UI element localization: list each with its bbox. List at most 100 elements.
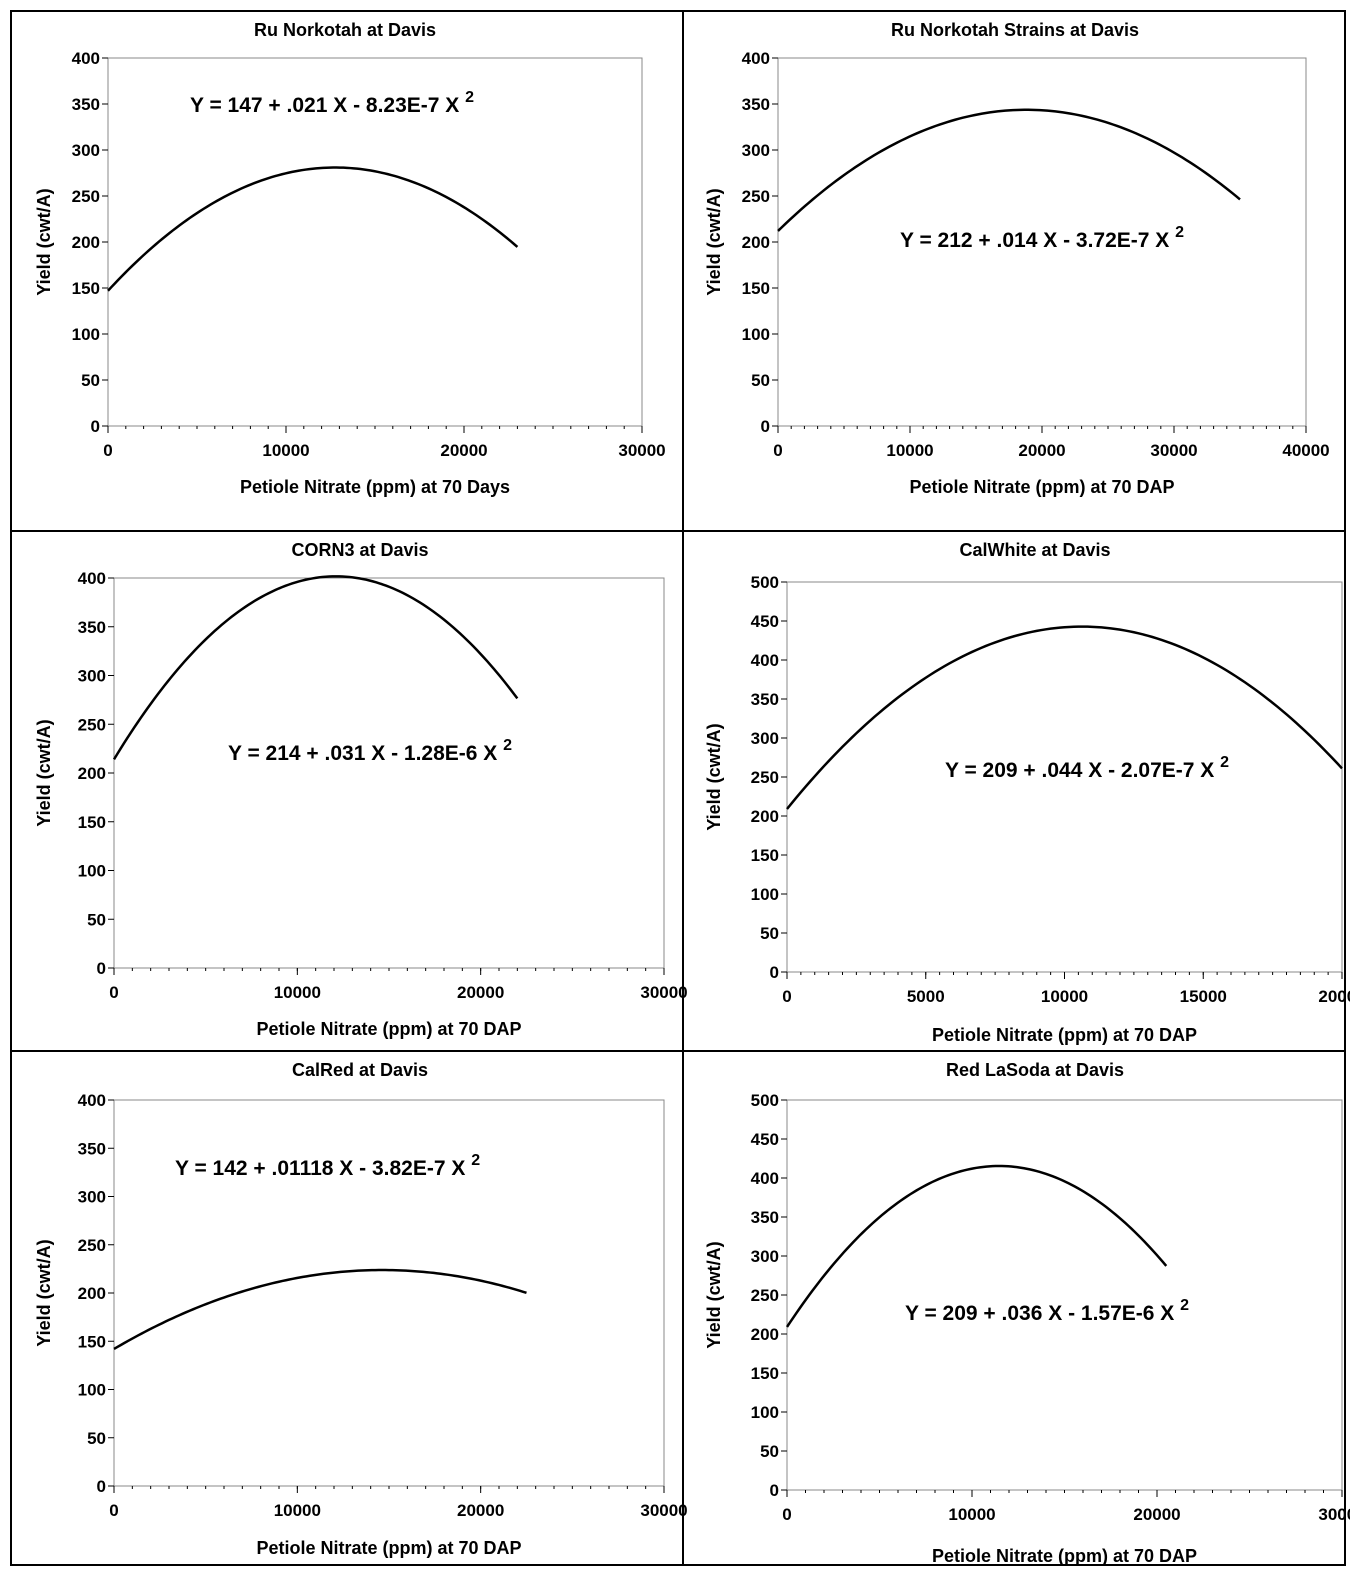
y-tick-label: 250 [742, 187, 770, 206]
chart-title: CORN3 at Davis [291, 540, 428, 560]
y-tick-label: 50 [87, 1429, 106, 1448]
y-tick-label: 150 [751, 1364, 779, 1383]
y-tick-label: 200 [78, 1284, 106, 1303]
equation-exponent: 2 [1175, 224, 1184, 241]
y-tick-label: 300 [78, 1188, 106, 1207]
regression-curve [112, 575, 519, 761]
y-tick-label: 500 [751, 1091, 779, 1110]
y-tick-label: 50 [751, 371, 770, 390]
y-tick-label: 100 [742, 325, 770, 344]
x-axis-label: Petiole Nitrate (ppm) at 70 DAP [256, 1538, 521, 1558]
y-tick-label: 300 [72, 141, 100, 160]
chart-title: Red LaSoda at Davis [946, 1060, 1124, 1080]
y-tick-label: 150 [742, 279, 770, 298]
y-axis-label: Yield (cwt/A) [34, 188, 54, 295]
y-tick-label: 150 [78, 1332, 106, 1351]
y-tick-label: 250 [72, 187, 100, 206]
x-tick-label: 10000 [948, 1505, 995, 1524]
grid-divider-horizontal [12, 530, 1344, 532]
y-axis-label: Yield (cwt/A) [704, 188, 724, 295]
y-tick-label: 200 [742, 233, 770, 252]
y-tick-label: 300 [751, 1247, 779, 1266]
x-tick-label: 30000 [640, 1501, 687, 1520]
x-tick-label: 0 [103, 441, 112, 460]
equation-exponent: 2 [503, 737, 512, 754]
y-tick-label: 350 [751, 690, 779, 709]
x-tick-label: 10000 [274, 983, 321, 1002]
y-tick-label: 0 [97, 959, 106, 978]
x-tick-label: 40000 [1282, 441, 1329, 460]
chart-panel-5: CalRed at Davis 0 50 100 150 200 250 300 350 400 0… [34, 1060, 688, 1558]
y-tick-label: 150 [78, 813, 106, 832]
y-tick-label: 50 [81, 371, 100, 390]
equation-label: Y = 214 + .031 X - 1.28E-6 X 2 [228, 737, 512, 765]
regression-curve [107, 166, 519, 292]
y-tick-label: 100 [72, 325, 100, 344]
y-tick-label: 0 [761, 417, 770, 436]
y-tick-label: 500 [751, 573, 779, 592]
y-tick-label: 200 [751, 1325, 779, 1344]
y-tick-label: 100 [751, 885, 779, 904]
equation-label: Y = 147 + .021 X - 8.23E-7 X 2 [190, 89, 474, 117]
x-axis-label: Petiole Nitrate (ppm) at 70 Days [240, 477, 510, 497]
x-tick-label: 20000 [457, 983, 504, 1002]
equation-label: Y = 142 + .01118 X - 3.82E-7 X 2 [175, 1152, 480, 1180]
grid-divider-vertical [682, 12, 684, 1564]
y-tick-label: 450 [751, 612, 779, 631]
y-tick-label: 50 [760, 1442, 779, 1461]
equation-exponent: 2 [1180, 1297, 1189, 1314]
chart-title: Ru Norkotah at Davis [254, 20, 436, 40]
y-tick-label: 400 [751, 1169, 779, 1188]
x-tick-label: 0 [773, 441, 782, 460]
y-tick-label: 350 [742, 95, 770, 114]
y-tick-label: 50 [760, 924, 779, 943]
chart-panel-2: Ru Norkotah Strains at Davis 0 50 100 150 200… [704, 20, 1330, 497]
y-axis-label: Yield (cwt/A) [34, 719, 54, 826]
x-tick-label: 0 [782, 1505, 791, 1524]
y-tick-label: 250 [751, 1286, 779, 1305]
y-axis-label: Yield (cwt/A) [704, 1241, 724, 1348]
y-tick-label: 300 [78, 667, 106, 686]
regression-curve [786, 625, 1343, 810]
y-tick-label: 100 [78, 862, 106, 881]
grid-divider-horizontal [12, 1050, 1344, 1052]
plot-frame [113, 577, 665, 969]
chart-panel-6: Red LaSoda at Davis 0 50 100 150 200 250 300 350… [704, 1060, 1350, 1566]
x-axis-label: Petiole Nitrate (ppm) at 70 DAP [909, 477, 1174, 497]
y-tick-label: 200 [751, 807, 779, 826]
chart-title: CalRed at Davis [292, 1060, 428, 1080]
x-tick-label: 20000 [1018, 441, 1065, 460]
chart-panel-3: CORN3 at Davis 0 50 100 150 200 250 300 350 400 0 1… [34, 540, 688, 1039]
y-tick-label: 400 [742, 49, 770, 68]
y-tick-label: 350 [72, 95, 100, 114]
x-tick-label: 0 [109, 1501, 118, 1520]
y-tick-label: 300 [742, 141, 770, 160]
x-tick-label: 10000 [262, 441, 309, 460]
x-tick-label: 20000 [457, 1501, 504, 1520]
y-tick-label: 350 [78, 618, 106, 637]
x-tick-label: 0 [782, 987, 791, 1006]
y-tick-label: 0 [91, 417, 100, 436]
chart-grid [10, 10, 1346, 1566]
y-tick-label: 200 [78, 764, 106, 783]
regression-curve [113, 1268, 527, 1351]
y-tick-label: 250 [78, 1236, 106, 1255]
y-tick-label: 0 [770, 963, 779, 982]
equation-exponent: 2 [1220, 754, 1229, 771]
y-tick-label: 150 [72, 279, 100, 298]
y-tick-label: 400 [78, 569, 106, 588]
x-tick-label: 10000 [274, 1501, 321, 1520]
regression-curve [785, 1164, 1168, 1328]
y-tick-label: 350 [78, 1139, 106, 1158]
x-tick-label: 30000 [1318, 1505, 1350, 1524]
x-tick-label: 30000 [618, 441, 665, 460]
x-tick-label: 30000 [640, 983, 687, 1002]
equation-exponent: 2 [471, 1152, 480, 1169]
x-tick-label: 20000 [1133, 1505, 1180, 1524]
chart-panel-1: Ru Norkotah at Davis 0 50 100 150 200 250 300 35… [34, 20, 666, 497]
y-tick-label: 350 [751, 1208, 779, 1227]
y-tick-label: 50 [87, 910, 106, 929]
x-tick-label: 20000 [1318, 987, 1350, 1006]
x-tick-label: 10000 [1041, 987, 1088, 1006]
